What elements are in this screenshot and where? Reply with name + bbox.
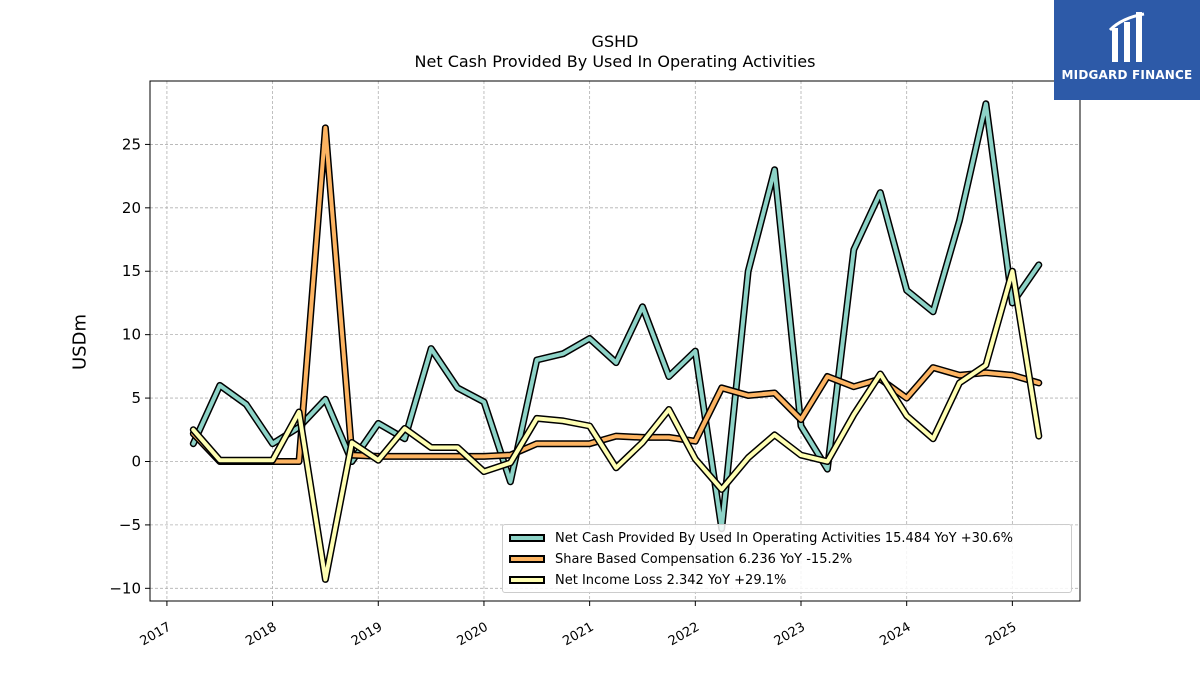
chart-title: GSHD <box>591 32 639 51</box>
logo-mark-icon <box>1108 12 1145 62</box>
legend-swatch-net-income <box>509 576 545 584</box>
x-tick-label: 2022 <box>666 620 702 650</box>
x-tick-label: 2019 <box>349 620 385 650</box>
series-line-1 <box>191 125 1041 464</box>
grid-lines <box>150 81 1080 601</box>
y-tick-label: 10 <box>122 326 141 344</box>
x-tick-label: 2024 <box>877 620 913 650</box>
legend-label-share-comp: Share Based Compensation 6.236 YoY -15.2… <box>555 551 853 567</box>
series-lines <box>189 100 1043 583</box>
midgard-finance-logo: MIDGARD FINANCE <box>1054 0 1200 100</box>
y-tick-label: 15 <box>122 262 141 280</box>
y-tick-label: 5 <box>131 389 141 407</box>
x-tick-label: 2021 <box>560 620 596 650</box>
x-tick-label: 2017 <box>138 620 174 650</box>
x-tick-label: 2023 <box>772 620 808 650</box>
y-tick-label: −5 <box>119 516 141 534</box>
logo-text: MIDGARD FINANCE <box>1061 68 1193 82</box>
x-tick-label: 2020 <box>455 620 491 650</box>
x-tick-label: 2018 <box>243 620 279 650</box>
chart-subtitle: Net Cash Provided By Used In Operating A… <box>414 52 816 71</box>
series-line-2 <box>191 269 1041 582</box>
legend-item-share-comp: Share Based Compensation 6.236 YoY -15.2… <box>509 549 852 569</box>
legend-swatch-net-cash <box>509 534 545 542</box>
y-tick-label: 0 <box>131 452 141 470</box>
series-line-0 <box>191 101 1041 531</box>
legend-label-net-cash: Net Cash Provided By Used In Operating A… <box>555 530 1013 546</box>
legend: Net Cash Provided By Used In Operating A… <box>502 524 1072 593</box>
legend-label-net-income: Net Income Loss 2.342 YoY +29.1% <box>555 572 787 588</box>
y-tick-label: 20 <box>122 199 141 217</box>
y-tick-label: 25 <box>122 135 141 153</box>
legend-swatch-share-comp <box>509 555 545 563</box>
y-tick-label: −10 <box>109 579 141 597</box>
plot-frame <box>149 80 1081 602</box>
x-tick-label: 2025 <box>983 620 1019 650</box>
legend-item-net-cash: Net Cash Provided By Used In Operating A… <box>509 528 1013 548</box>
y-axis-label: USDm <box>69 314 91 370</box>
legend-item-net-income: Net Income Loss 2.342 YoY +29.1% <box>509 570 786 590</box>
